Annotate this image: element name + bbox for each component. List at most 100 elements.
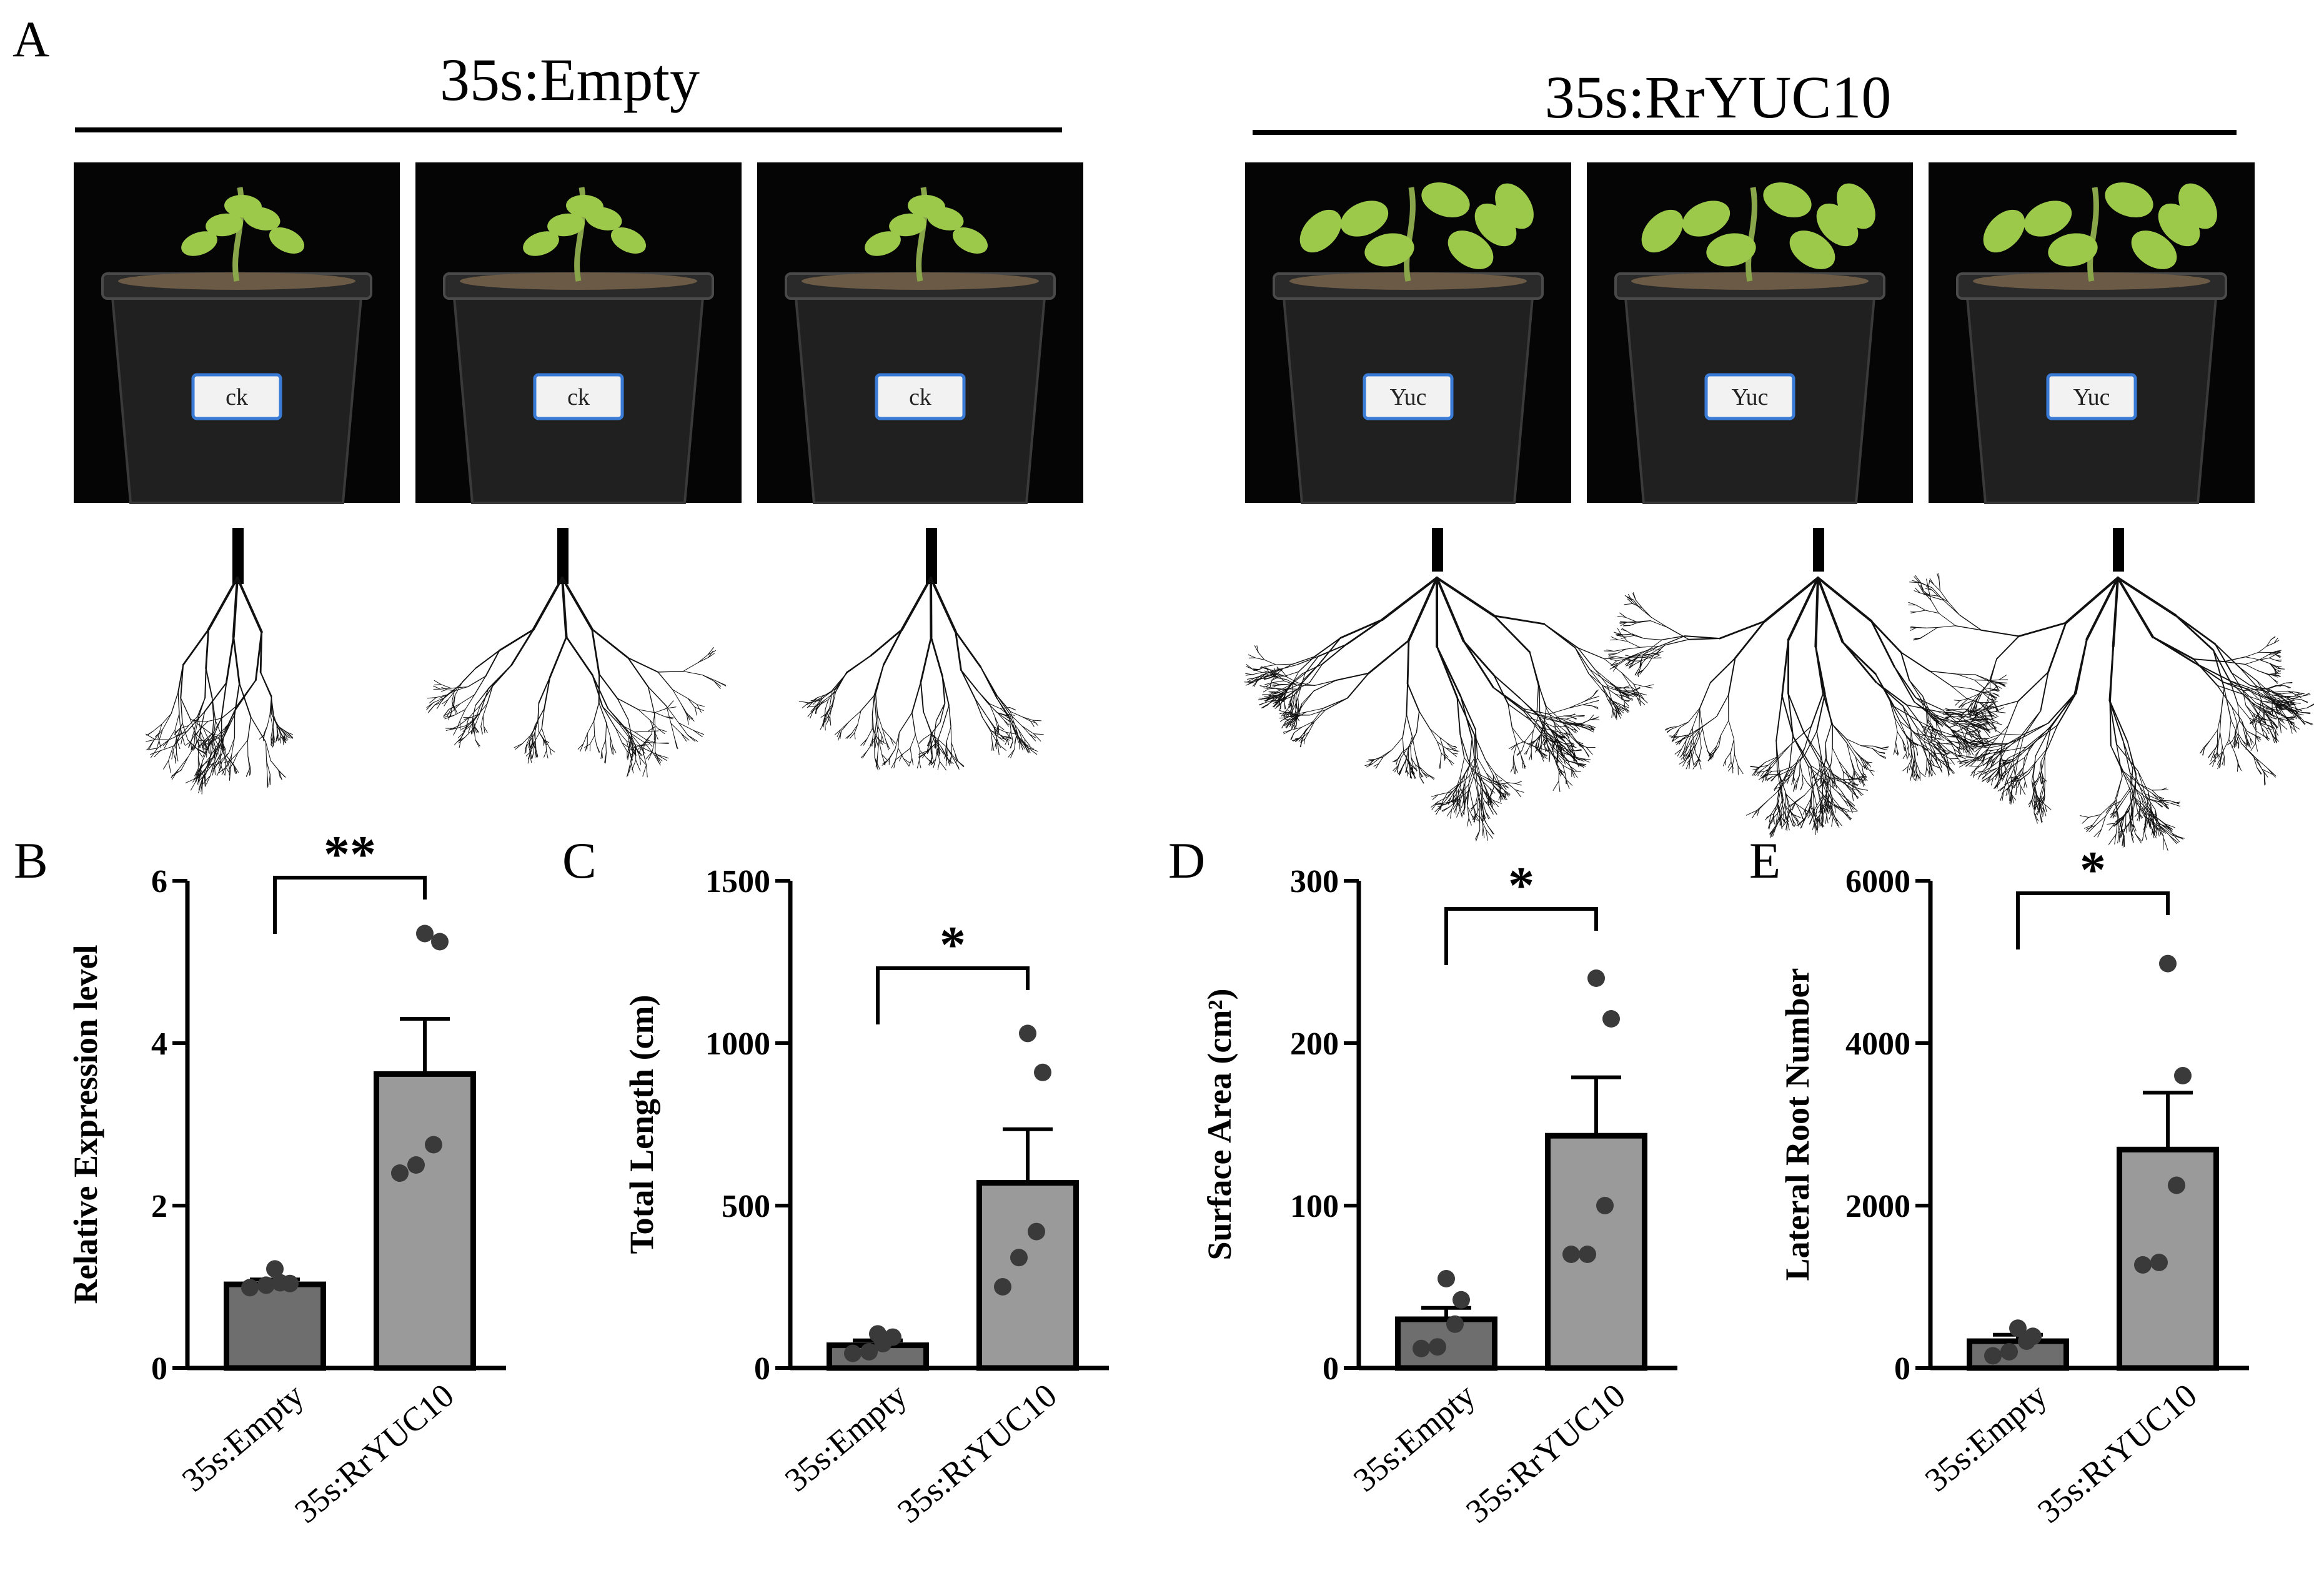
- data-point: [1579, 1246, 1596, 1263]
- data-point: [844, 1344, 862, 1362]
- data-point: [241, 1279, 259, 1297]
- pot-label-text: Yuc: [1389, 384, 1426, 410]
- pot-label-text: ck: [909, 384, 931, 410]
- data-point: [1438, 1270, 1455, 1287]
- y-axis-label: Surface Area (cm²): [1201, 988, 1238, 1260]
- data-point: [994, 1278, 1011, 1296]
- panel-letter: B: [14, 832, 48, 889]
- significance-bracket: [2016, 891, 2170, 949]
- y-tick-label: 2: [151, 1189, 167, 1224]
- significance-marker: *: [940, 916, 966, 974]
- data-point: [257, 1276, 275, 1294]
- pot-label-text: ck: [226, 384, 248, 410]
- panel-a: A 35s:Empty 35s:RrYUC10 ck ck ck Yuc Yuc Yuc: [12, 11, 2314, 851]
- category-label: 35s:RrYUC10: [1459, 1376, 1632, 1530]
- chart-panel-e: E 0 2000 4000 6000 Lateral Root Number 35s:Emp…: [1749, 832, 2249, 1530]
- data-point: [281, 1274, 299, 1292]
- bar: [1967, 1338, 2069, 1371]
- data-point: [2159, 954, 2177, 973]
- y-axis-label: Total Length (cm): [623, 995, 660, 1254]
- y-tick-label: 0: [1323, 1351, 1339, 1387]
- category-label: 35s:RrYUC10: [890, 1376, 1064, 1530]
- data-point: [2000, 1343, 2018, 1361]
- bar: [374, 1071, 476, 1371]
- data-point: [2174, 1067, 2192, 1084]
- data-point: [1019, 1024, 1036, 1043]
- root-scan: [145, 528, 294, 795]
- data-point: [884, 1328, 901, 1346]
- y-tick-label: 6000: [1845, 864, 1910, 900]
- bar: [2117, 1146, 2219, 1371]
- panel-letter: E: [1749, 832, 1780, 889]
- data-point: [266, 1260, 284, 1278]
- bar: [1545, 1133, 1647, 1371]
- y-tick-label: 6: [151, 864, 167, 900]
- panel-a-letter: A: [12, 11, 49, 67]
- data-point: [1010, 1249, 1028, 1267]
- data-point: [425, 1136, 442, 1154]
- data-point: [1429, 1338, 1446, 1356]
- data-point: [407, 1156, 425, 1174]
- plant-photo: Yuc: [1245, 162, 1571, 504]
- y-tick-label: 300: [1290, 864, 1339, 900]
- pot-label-text: Yuc: [1731, 384, 1768, 410]
- chart-panel-c: C 0 500 1000 1500 Total Length (cm) 35s:Empty3…: [562, 832, 1109, 1530]
- data-point: [2150, 1254, 2168, 1271]
- data-point: [1028, 1222, 1045, 1241]
- y-tick-label: 0: [754, 1351, 770, 1387]
- root-scan: [1604, 528, 2009, 838]
- data-point: [860, 1343, 878, 1361]
- bar: [976, 1180, 1079, 1371]
- y-tick-label: 0: [151, 1351, 167, 1387]
- y-axis-label: Lateral Root Number: [1779, 968, 1816, 1281]
- plant-photo: Yuc: [1587, 162, 1913, 504]
- group-title-yuc: 35s:RrYUC10: [1545, 64, 1892, 131]
- data-point: [391, 1164, 409, 1182]
- root-scan: [798, 528, 1044, 771]
- significance-bracket: [876, 966, 1030, 1024]
- y-axis-label: Relative Expression level: [67, 945, 104, 1304]
- category-label: 35s:Empty: [1918, 1376, 2054, 1499]
- data-point: [869, 1325, 886, 1343]
- group-title-empty: 35s:Empty: [440, 46, 700, 113]
- significance-bracket: [273, 876, 427, 934]
- category-label: 35s:Empty: [1346, 1376, 1482, 1499]
- data-point: [1413, 1339, 1430, 1357]
- data-point: [1452, 1291, 1470, 1309]
- data-point: [1562, 1246, 1580, 1263]
- plant-photo: ck: [415, 162, 742, 504]
- root-scan: [1908, 528, 2314, 851]
- data-point: [416, 924, 434, 943]
- data-point: [1034, 1063, 1051, 1081]
- plant-photo: Yuc: [1929, 162, 2255, 504]
- data-point: [1446, 1315, 1464, 1333]
- y-tick-label: 4000: [1845, 1026, 1910, 1062]
- chart-panel-d: D 0 100 200 300 Surface Area (cm²) 35s:Empty35…: [1168, 832, 1677, 1530]
- significance-marker: *: [2080, 841, 2106, 899]
- data-point: [1596, 1197, 1614, 1214]
- data-point: [2009, 1319, 2027, 1337]
- panel-letter: D: [1168, 832, 1205, 889]
- data-point: [1984, 1347, 2002, 1365]
- y-tick-label: 0: [1894, 1351, 1910, 1387]
- significance-bracket: [1444, 907, 1598, 965]
- data-point: [2134, 1256, 2152, 1274]
- significance-marker: **: [324, 825, 376, 883]
- chart-panel-b: B 0 2 4 6 Relative Expression level 35s:Empty3…: [14, 825, 506, 1530]
- root-scans: [145, 528, 2314, 851]
- plant-photo: ck: [74, 162, 400, 504]
- y-tick-label: 200: [1290, 1026, 1339, 1062]
- y-tick-label: 4: [151, 1026, 167, 1062]
- pot-label-text: ck: [567, 384, 590, 410]
- data-point: [2024, 1327, 2042, 1346]
- plant-photos: ck ck ck Yuc Yuc Yuc: [74, 162, 2255, 504]
- pot-label-text: Yuc: [2073, 384, 2110, 410]
- data-point: [2168, 1176, 2185, 1194]
- category-label: 35s:RrYUC10: [2030, 1376, 2204, 1530]
- panel-letter: C: [562, 832, 597, 889]
- plant-photo: ck: [757, 162, 1083, 504]
- significance-marker: *: [1508, 856, 1534, 914]
- root-scan: [426, 528, 727, 778]
